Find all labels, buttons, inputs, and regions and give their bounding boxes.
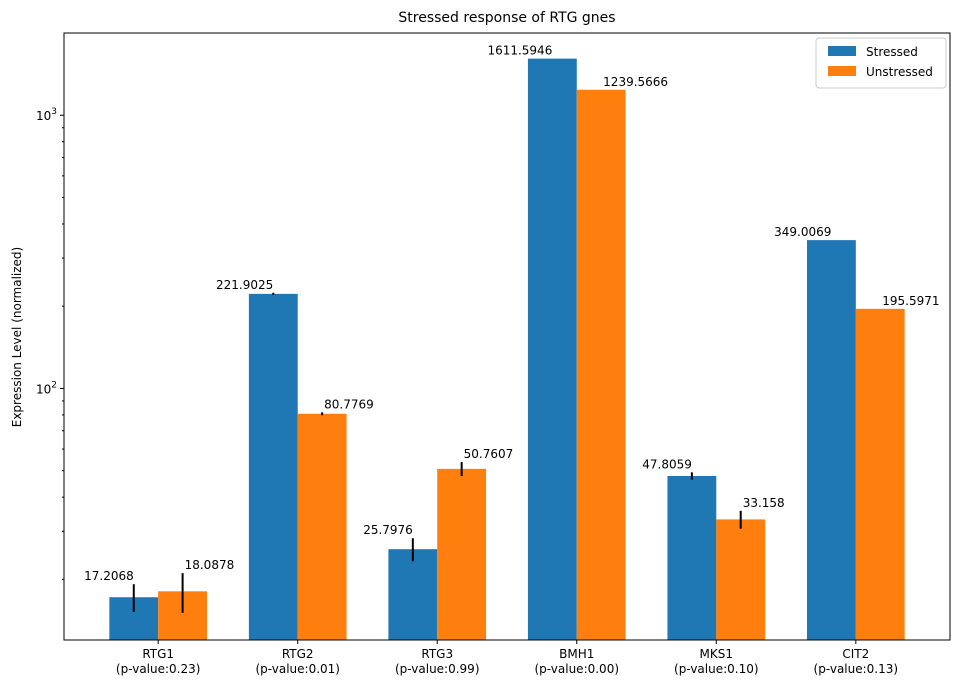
plot-frame bbox=[63, 32, 951, 641]
value-labels-layer: 17.2068 18.0878 221.9025 80.7769 25.7976 50.7… bbox=[84, 44, 939, 584]
x-tick-pvalue-rtg2: (p-value:0.01) bbox=[255, 662, 340, 676]
x-tick-pvalue-mks1: (p-value:0.10) bbox=[674, 662, 759, 676]
x-tick-label-rtg3: RTG3 bbox=[421, 647, 453, 661]
legend-label-stressed: Stressed bbox=[866, 45, 918, 59]
x-ticks-layer: RTG1(p-value:0.23) RTG2(p-value:0.01) RTG3… bbox=[116, 640, 898, 676]
value-label-unstressed-cit2: 195.5971 bbox=[882, 294, 939, 308]
value-label-unstressed-mks1: 33.158 bbox=[743, 496, 785, 510]
value-label-stressed-mks1: 47.8059 bbox=[642, 457, 692, 471]
x-tick-pvalue-rtg1: (p-value:0.23) bbox=[116, 662, 201, 676]
value-label-unstressed-bmh1: 1239.5666 bbox=[603, 75, 668, 89]
bar-stressed-cit2 bbox=[806, 240, 856, 640]
bar-unstressed-rtg2 bbox=[297, 413, 347, 640]
bar-stressed-mks1 bbox=[667, 476, 717, 640]
bar-stressed-rtg2 bbox=[248, 293, 298, 640]
y-ticks-layer: 102 103 bbox=[36, 107, 64, 580]
y-tick-label-100: 102 bbox=[36, 380, 57, 396]
x-tick-label-cit2: CIT2 bbox=[842, 647, 869, 661]
bar-stressed-rtg3 bbox=[388, 549, 438, 640]
x-tick-pvalue-cit2: (p-value:0.13) bbox=[814, 662, 899, 676]
error-bars-layer bbox=[132, 292, 742, 613]
legend: Stressed Unstressed bbox=[815, 37, 947, 89]
chart-title: Stressed response of RTG gnes bbox=[398, 10, 615, 26]
x-tick-label-mks1: MKS1 bbox=[700, 647, 733, 661]
legend-swatch-stressed bbox=[828, 46, 856, 56]
bar-unstressed-mks1 bbox=[716, 519, 766, 640]
x-tick-pvalue-bmh1: (p-value:0.00) bbox=[534, 662, 619, 676]
value-label-unstressed-rtg2: 80.7769 bbox=[324, 397, 374, 411]
value-label-unstressed-rtg3: 50.7607 bbox=[464, 447, 514, 461]
value-label-stressed-bmh1: 1611.5946 bbox=[487, 44, 552, 58]
bars-layer bbox=[109, 58, 905, 641]
value-label-unstressed-rtg1: 18.0878 bbox=[185, 558, 235, 572]
value-label-stressed-rtg2: 221.9025 bbox=[216, 278, 273, 292]
bar-unstressed-rtg3 bbox=[437, 468, 487, 640]
bar-unstressed-cit2 bbox=[855, 308, 905, 640]
x-tick-label-rtg2: RTG2 bbox=[282, 647, 314, 661]
legend-label-unstressed: Unstressed bbox=[866, 65, 933, 79]
x-tick-label-rtg1: RTG1 bbox=[142, 647, 174, 661]
legend-swatch-unstressed bbox=[828, 66, 856, 76]
x-tick-pvalue-rtg3: (p-value:0.99) bbox=[395, 662, 480, 676]
value-label-stressed-rtg3: 25.7976 bbox=[363, 523, 413, 537]
value-label-stressed-cit2: 349.0069 bbox=[774, 225, 831, 239]
value-label-stressed-rtg1: 17.2068 bbox=[84, 569, 134, 583]
y-tick-label-1000: 103 bbox=[36, 107, 57, 123]
bar-unstressed-bmh1 bbox=[576, 89, 626, 640]
y-axis-label: Expression Level (normalized) bbox=[10, 247, 24, 428]
x-tick-label-bmh1: BMH1 bbox=[559, 647, 594, 661]
bar-stressed-bmh1 bbox=[527, 58, 577, 641]
